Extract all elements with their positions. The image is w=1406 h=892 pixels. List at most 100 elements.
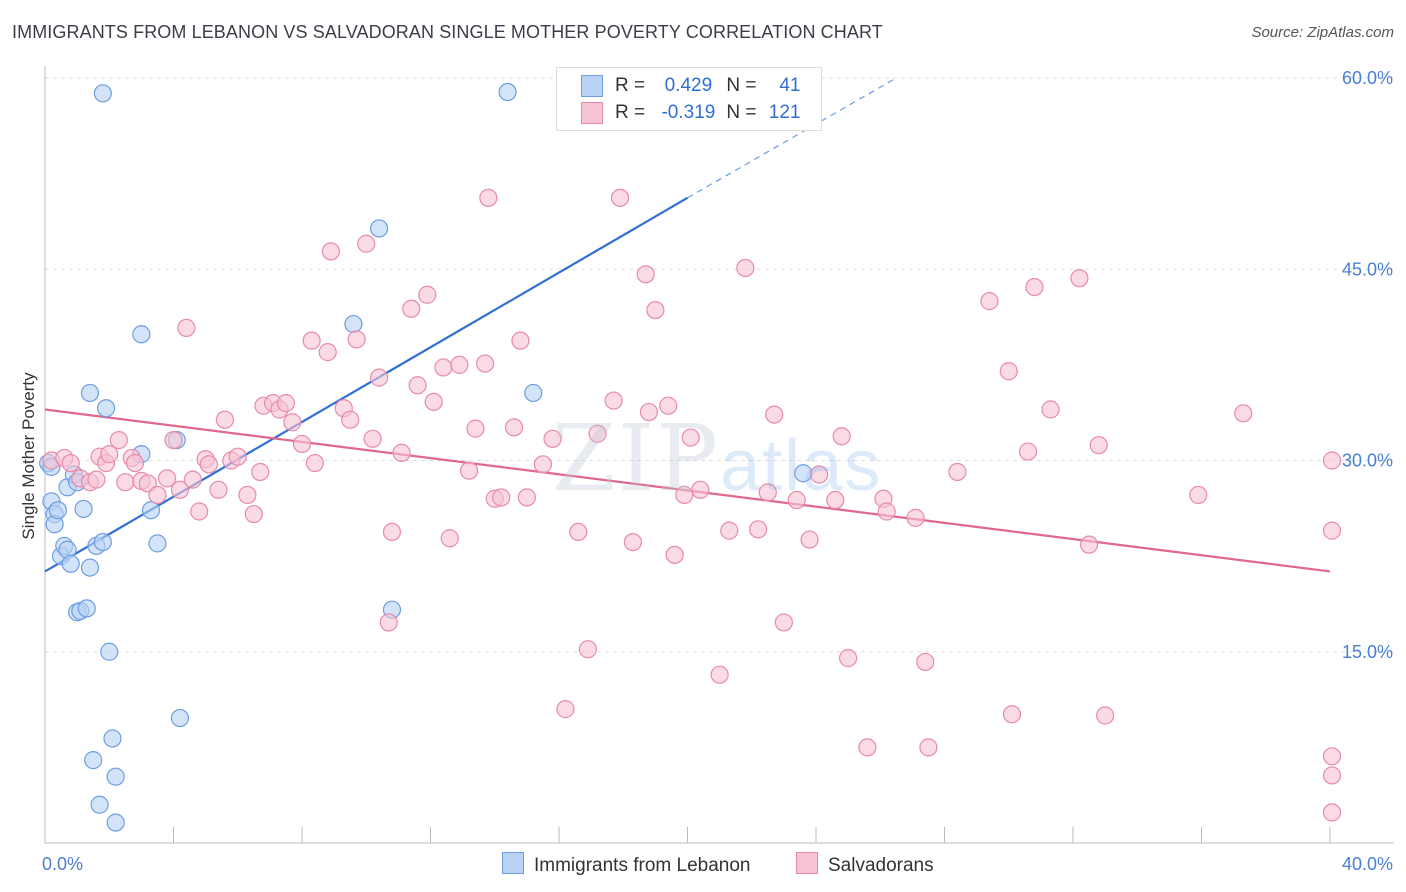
point-salvadoran [826, 490, 845, 510]
point-lebanon [93, 532, 112, 552]
point-salvadoran [177, 318, 196, 337]
point-salvadoran [183, 470, 202, 489]
point-salvadoran [906, 508, 925, 527]
point-salvadoran [980, 292, 999, 311]
point-salvadoran [758, 483, 777, 502]
bottom-legend-pink: Salvadorans [796, 852, 934, 877]
point-salvadoran [199, 455, 218, 474]
point-salvadoran [363, 429, 382, 448]
point-lebanon [344, 314, 363, 334]
point-lebanon [498, 82, 517, 102]
point-salvadoran [1002, 705, 1022, 724]
point-salvadoran [588, 424, 607, 443]
point-lebanon [77, 599, 96, 618]
point-lebanon [90, 795, 109, 814]
point-salvadoran [148, 485, 167, 505]
legend-n-value-blue: 41 [779, 75, 801, 97]
point-salvadoran [125, 453, 145, 473]
point-lebanon [106, 813, 125, 832]
point-salvadoran [459, 461, 479, 480]
point-salvadoran [1234, 404, 1253, 423]
point-salvadoran [504, 418, 524, 437]
point-salvadoran [1089, 436, 1108, 455]
point-salvadoran [604, 391, 623, 410]
watermark-zip: ZIP [552, 405, 721, 512]
watermark-atlas: atlas [720, 426, 883, 506]
point-salvadoran [556, 700, 575, 719]
bottom-legend-blue: Immigrants from Lebanon [502, 852, 751, 877]
point-lebanon [141, 501, 161, 520]
legend-n-value-pink: 121 [768, 102, 801, 124]
point-salvadoran [392, 443, 411, 462]
point-salvadoran [116, 473, 135, 492]
bottom-legend-swatch-pink [796, 852, 818, 874]
point-salvadoran [691, 480, 710, 499]
point-salvadoran [774, 613, 793, 632]
point-salvadoran [1189, 485, 1208, 505]
point-salvadoran [800, 530, 819, 549]
point-salvadoran [479, 188, 498, 207]
point-salvadoran [646, 300, 665, 320]
point-salvadoran [244, 504, 263, 524]
point-lebanon [61, 554, 80, 573]
point-salvadoran [810, 465, 829, 484]
point-salvadoran [578, 640, 598, 659]
point-salvadoran [302, 331, 321, 350]
point-salvadoran [170, 480, 190, 499]
point-salvadoran [424, 392, 443, 411]
point-salvadoran [379, 613, 398, 632]
data-points [39, 82, 1342, 832]
point-salvadoran [157, 469, 177, 488]
point-salvadoran [100, 445, 119, 464]
legend-swatch-blue [581, 75, 603, 97]
point-salvadoran [321, 242, 341, 261]
point-salvadoran [1322, 803, 1342, 822]
point-salvadoran [1322, 521, 1342, 540]
point-salvadoran [1096, 706, 1115, 725]
point-salvadoran [675, 485, 694, 505]
y-tick-label: 60.0% [1342, 68, 1393, 88]
point-lebanon [106, 767, 125, 786]
point-salvadoran [533, 455, 553, 474]
point-salvadoran [305, 453, 324, 473]
point-salvadoran [1079, 535, 1099, 554]
source-label: Source: ZipAtlas.com [1251, 24, 1394, 41]
y-axis-title: Single Mother Poverty [19, 372, 38, 540]
legend-swatch-pink [581, 102, 603, 124]
point-lebanon [80, 383, 100, 403]
point-salvadoran [948, 462, 967, 482]
point-lebanon [100, 642, 119, 661]
point-salvadoran [382, 522, 402, 542]
point-salvadoran [720, 521, 739, 540]
point-salvadoran [1322, 451, 1342, 470]
point-lebanon [170, 708, 190, 728]
point-salvadoran [736, 258, 755, 278]
point-salvadoran [476, 354, 495, 373]
point-salvadoran [292, 434, 312, 454]
point-salvadoran [251, 462, 270, 482]
point-salvadoran [190, 502, 209, 521]
point-salvadoran [347, 330, 366, 349]
point-salvadoran [1025, 278, 1044, 297]
point-salvadoran [517, 488, 536, 507]
point-lebanon [370, 219, 389, 238]
point-lebanon [93, 84, 112, 103]
point-lebanon [48, 501, 67, 520]
point-salvadoran [832, 427, 851, 446]
point-salvadoran [276, 394, 296, 413]
legend-n-label: N = [726, 102, 757, 124]
point-salvadoran [1322, 766, 1342, 785]
bottom-legend-swatch-blue [502, 852, 524, 874]
legend-r-label: R = [615, 75, 646, 97]
point-salvadoran [318, 343, 337, 362]
point-salvadoran [659, 396, 678, 415]
point-salvadoran [858, 738, 877, 757]
point-salvadoran [408, 376, 427, 395]
y-tick-label: 45.0% [1342, 259, 1393, 279]
point-salvadoran [749, 520, 768, 539]
point-salvadoran [61, 453, 80, 473]
point-salvadoran [283, 413, 302, 432]
point-salvadoran [511, 331, 530, 350]
point-salvadoran [402, 299, 421, 318]
